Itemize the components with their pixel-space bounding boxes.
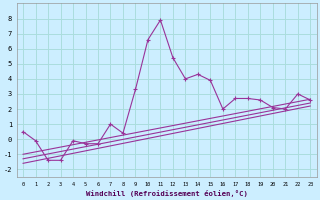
X-axis label: Windchill (Refroidissement éolien,°C): Windchill (Refroidissement éolien,°C) (86, 190, 248, 197)
